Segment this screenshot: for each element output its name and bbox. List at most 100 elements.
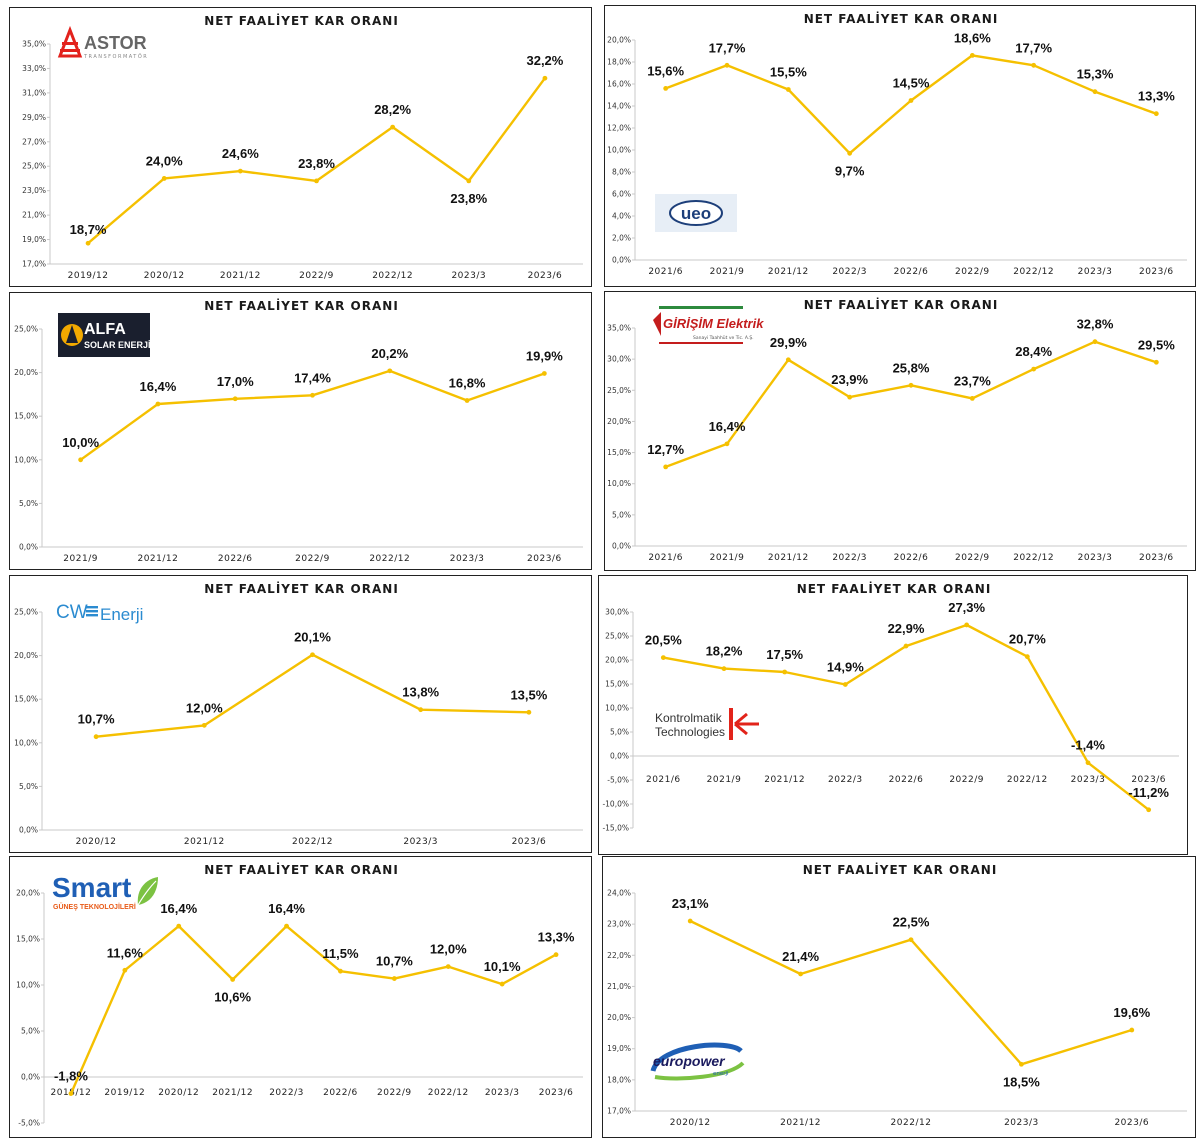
chart-title: NET FAALİYET KAR ORANI	[204, 581, 399, 596]
svg-text:enerji: enerji	[713, 1071, 729, 1077]
x-tick-label: 2022/3	[832, 553, 867, 563]
x-tick-label: 2020/12	[76, 837, 117, 847]
y-tick-label: 35,0%	[22, 40, 46, 49]
x-tick-label: 2023/3	[403, 837, 438, 847]
data-point	[1085, 760, 1091, 766]
x-tick-label: 2022/6	[889, 775, 924, 785]
x-tick-label: 2022/12	[1013, 267, 1054, 277]
data-point	[908, 382, 914, 388]
line-chart-girisim: NET FAALİYET KAR ORANI 0,0% 5,0% 10,0% 15,0%…	[607, 297, 1187, 563]
data-label: 18,2%	[706, 644, 743, 659]
data-label: 20,7%	[1009, 632, 1046, 647]
y-tick-label: 10,0%	[607, 146, 631, 155]
line-chart-alfa: NET FAALİYET KAR ORANI 0,0% 5,0% 10,0% 15,0%…	[14, 298, 583, 564]
x-tick-label: 2023/3	[451, 271, 486, 281]
x-tick-label: 2020/12	[158, 1088, 199, 1098]
data-point	[1031, 366, 1037, 372]
y-tick-label: 5,0%	[19, 499, 38, 508]
svg-text:Enerji: Enerji	[100, 605, 143, 624]
data-label: -1,4%	[1071, 738, 1105, 753]
data-point	[310, 652, 315, 658]
y-tick-label: 25,0%	[14, 325, 38, 334]
data-label: 23,7%	[954, 373, 991, 388]
data-label: 14,5%	[893, 76, 930, 91]
y-tick-label: 30,0%	[605, 608, 629, 617]
data-label: 22,9%	[888, 621, 925, 636]
y-tick-label: 27,0%	[22, 137, 46, 146]
svg-text:ueo: ueo	[681, 204, 711, 223]
data-label: 18,5%	[1003, 1074, 1040, 1089]
data-point	[466, 178, 472, 184]
data-point	[1092, 339, 1098, 345]
x-tick-label: 2022/9	[955, 553, 990, 563]
line-chart-smart: NET FAALİYET KAR ORANI -5,0% 0,0% 5,0% 10,0%…	[16, 862, 583, 1128]
data-point	[1129, 1027, 1135, 1033]
data-point	[847, 150, 853, 156]
y-tick-label: 24,0%	[607, 889, 631, 898]
y-tick-label: 17,0%	[607, 1107, 631, 1116]
chart-panel-cw-enerji: NET FAALİYET KAR ORANI 0,0% 5,0% 10,0% 15,0%…	[9, 575, 592, 853]
x-tick-label: 2023/3	[1071, 775, 1106, 785]
yeo-logo-icon: ueo	[655, 194, 737, 232]
data-label: 23,1%	[672, 896, 709, 911]
y-tick-label: 15,0%	[607, 448, 631, 457]
data-label: 23,8%	[298, 156, 335, 171]
x-tick-label: 2022/12	[1007, 775, 1048, 785]
x-tick-label: 2023/6	[512, 837, 547, 847]
y-tick-label: 15,0%	[14, 412, 38, 421]
chart-panel-smart: NET FAALİYET KAR ORANI -5,0% 0,0% 5,0% 10,0%…	[9, 856, 592, 1138]
y-tick-label: 33,0%	[22, 64, 46, 73]
y-tick-label: -15,0%	[602, 824, 629, 833]
y-tick-label: 30,0%	[607, 355, 631, 364]
y-tick-label: 25,0%	[22, 162, 46, 171]
data-point	[526, 709, 532, 715]
x-tick-label: 2021/6	[648, 553, 683, 563]
chart-panel-kontrolmatik: NET FAALİYET KAR ORANI -15,0% -10,0% -5,0% 0…	[598, 575, 1188, 855]
y-tick-label: 0,0%	[610, 752, 629, 761]
y-tick-label: 21,0%	[607, 982, 631, 991]
data-point	[93, 734, 99, 740]
data-label: 20,2%	[371, 346, 408, 361]
chart-panel-girisim: NET FAALİYET KAR ORANI 0,0% 5,0% 10,0% 15,0%…	[604, 291, 1196, 571]
chart-title: NET FAALİYET KAR ORANI	[797, 581, 992, 596]
data-label: 10,1%	[484, 959, 521, 974]
data-label: 20,1%	[294, 630, 331, 645]
y-tick-label: 10,0%	[605, 704, 629, 713]
chart-title: NET FAALİYET KAR ORANI	[804, 11, 999, 26]
chart-title: NET FAALİYET KAR ORANI	[204, 862, 399, 877]
y-tick-label: 18,0%	[607, 1075, 631, 1084]
data-label: 10,7%	[376, 954, 413, 969]
y-tick-label: 25,0%	[14, 608, 38, 617]
data-label: 20,5%	[645, 633, 682, 648]
x-tick-label: 2022/12	[891, 1118, 932, 1128]
svg-text:ASTOR: ASTOR	[84, 33, 147, 53]
y-tick-label: 20,0%	[607, 1013, 631, 1022]
x-tick-label: 2023/6	[528, 271, 563, 281]
data-label: 10,7%	[78, 712, 115, 727]
data-point	[310, 392, 315, 398]
data-label: -11,2%	[1128, 785, 1169, 800]
data-label: 16,4%	[160, 901, 197, 916]
data-point	[284, 923, 289, 929]
y-tick-label: 20,0%	[607, 417, 631, 426]
data-point	[176, 923, 182, 929]
chart-title: NET FAALİYET KAR ORANI	[804, 297, 999, 312]
chart-panel-alfa: NET FAALİYET KAR ORANI 0,0% 5,0% 10,0% 15,0%…	[9, 292, 592, 570]
data-label: 12,0%	[430, 942, 467, 957]
data-label: 22,5%	[893, 915, 930, 930]
y-tick-label: 23,0%	[607, 920, 631, 929]
y-tick-label: 21,0%	[22, 211, 46, 220]
y-tick-label: 20,0%	[14, 368, 38, 377]
y-tick-label: 5,0%	[610, 728, 629, 737]
data-point	[908, 98, 914, 103]
x-tick-label: 2023/3	[485, 1088, 520, 1098]
data-label: 16,4%	[268, 901, 305, 916]
y-tick-label: 20,0%	[14, 651, 38, 660]
y-tick-label: 5,0%	[19, 782, 38, 791]
x-tick-label: 2021/6	[648, 267, 683, 277]
x-tick-label: 2021/12	[780, 1118, 821, 1128]
chart-title: NET FAALİYET KAR ORANI	[204, 298, 399, 313]
x-tick-label: 2022/3	[832, 267, 867, 277]
data-point	[1153, 359, 1159, 365]
